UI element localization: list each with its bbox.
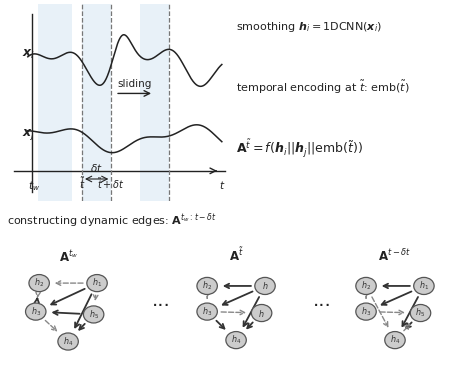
Text: $\mathbf{A}^{t_w}$: $\mathbf{A}^{t_w}$ [59, 249, 78, 264]
Text: $h_3$: $h_3$ [30, 306, 41, 318]
Text: $t_w$: $t_w$ [28, 179, 39, 193]
Text: $h$: $h$ [258, 307, 265, 318]
Text: smoothing $\boldsymbol{h}_i = \mathrm{1DCNN}(\boldsymbol{x}_i)$: smoothing $\boldsymbol{h}_i = \mathrm{1D… [236, 20, 382, 33]
Bar [82, 4, 111, 201]
Text: $h_5$: $h_5$ [89, 308, 99, 321]
Circle shape [252, 304, 272, 321]
Text: $\mathbf{A}^{t-\delta t}$: $\mathbf{A}^{t-\delta t}$ [379, 248, 411, 264]
Text: $\boldsymbol{x}_i$: $\boldsymbol{x}_i$ [22, 48, 35, 61]
Circle shape [84, 306, 104, 323]
Text: ...: ... [313, 291, 332, 310]
Text: $h_2$: $h_2$ [202, 280, 212, 292]
Text: $t$: $t$ [219, 179, 225, 191]
Circle shape [25, 303, 46, 320]
Text: $h_4$: $h_4$ [231, 334, 241, 346]
Text: $h_4$: $h_4$ [63, 335, 73, 348]
Circle shape [197, 303, 217, 320]
Bar [140, 4, 169, 201]
Circle shape [385, 331, 405, 349]
Text: $h_2$: $h_2$ [361, 280, 371, 292]
Text: $\boldsymbol{x}_j$: $\boldsymbol{x}_j$ [22, 127, 35, 142]
Text: $h_1$: $h_1$ [419, 280, 429, 292]
Circle shape [58, 333, 79, 350]
Circle shape [29, 274, 49, 292]
Text: $h_4$: $h_4$ [390, 334, 400, 346]
Text: ...: ... [152, 291, 171, 310]
Text: $h_3$: $h_3$ [361, 306, 371, 318]
Text: $\tilde{t}+\delta t$: $\tilde{t}+\delta t$ [97, 176, 125, 191]
Circle shape [356, 303, 376, 320]
Bar [38, 4, 73, 201]
Text: sliding: sliding [117, 79, 152, 89]
Circle shape [414, 277, 434, 294]
Circle shape [410, 304, 431, 321]
Circle shape [197, 277, 217, 294]
Text: $h_3$: $h_3$ [202, 306, 212, 318]
Text: $h_2$: $h_2$ [34, 277, 44, 289]
Text: $h_1$: $h_1$ [92, 277, 102, 289]
Text: $\delta t$: $\delta t$ [90, 162, 103, 174]
Text: $h$: $h$ [262, 280, 268, 291]
Text: $\mathbf{A}^{\tilde{t}} = f(\boldsymbol{h}_i||\boldsymbol{h}_j||\mathrm{emb}(\ti: $\mathbf{A}^{\tilde{t}} = f(\boldsymbol{… [236, 138, 363, 160]
Text: $h_5$: $h_5$ [415, 307, 425, 319]
Text: temporal encoding at $\tilde{t}$: $\mathrm{emb}(\tilde{t})$: temporal encoding at $\tilde{t}$: $\math… [236, 79, 410, 96]
Circle shape [356, 277, 376, 294]
Text: constructing dynamic edges: $\mathbf{A}^{t_w:t-\delta t}$: constructing dynamic edges: $\mathbf{A}^… [7, 211, 217, 230]
Circle shape [87, 274, 107, 292]
Circle shape [226, 331, 247, 349]
Text: $\tilde{t}$: $\tilde{t}$ [79, 176, 85, 191]
Circle shape [255, 277, 275, 294]
Text: $\mathbf{A}^{\tilde{t}}$: $\mathbf{A}^{\tilde{t}}$ [229, 246, 243, 264]
